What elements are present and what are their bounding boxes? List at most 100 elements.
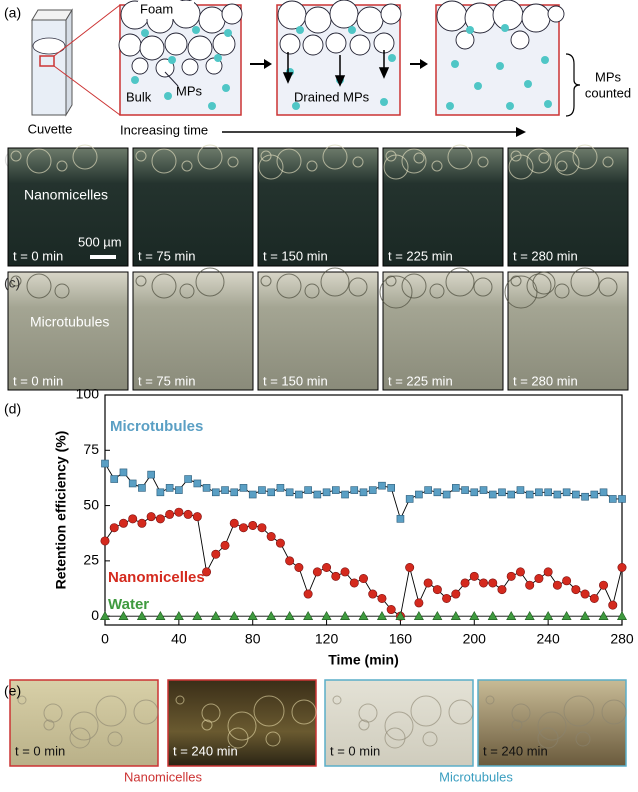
data-point bbox=[581, 492, 589, 501]
data-point bbox=[616, 611, 628, 620]
data-point bbox=[618, 495, 626, 503]
bubble bbox=[304, 283, 320, 299]
data-point bbox=[432, 585, 442, 595]
data-point bbox=[322, 488, 331, 497]
data-point bbox=[543, 567, 553, 577]
photo: t = 280 min bbox=[507, 144, 629, 267]
bubble bbox=[291, 699, 317, 725]
data-point bbox=[128, 479, 137, 488]
data-point bbox=[202, 484, 211, 492]
data-point bbox=[155, 514, 165, 524]
data-point bbox=[359, 488, 368, 497]
bubble bbox=[401, 273, 427, 299]
photo-image bbox=[7, 271, 129, 391]
data-point bbox=[350, 486, 359, 494]
data-point bbox=[340, 567, 350, 577]
data-point bbox=[321, 611, 332, 620]
data-point bbox=[553, 490, 562, 499]
data-point bbox=[562, 488, 571, 497]
data-point bbox=[498, 488, 506, 497]
bubble bbox=[554, 283, 570, 299]
bubble bbox=[508, 154, 534, 180]
photo-image bbox=[7, 147, 129, 267]
data-point bbox=[174, 507, 184, 517]
time-label: t = 75 min bbox=[138, 373, 195, 388]
x-tick-label: 120 bbox=[315, 631, 339, 647]
bubble bbox=[385, 275, 397, 287]
data-point bbox=[442, 593, 452, 603]
time-label: t = 0 min bbox=[330, 743, 380, 758]
data-point bbox=[580, 611, 591, 620]
data-point bbox=[109, 523, 119, 533]
time-label: t = 240 min bbox=[173, 743, 238, 758]
bubble bbox=[276, 273, 302, 299]
y-tick-label: 75 bbox=[83, 441, 99, 457]
data-point bbox=[608, 495, 617, 503]
data-point bbox=[515, 567, 525, 577]
bubble bbox=[135, 150, 147, 162]
y-tick-label: 50 bbox=[83, 496, 99, 512]
data-point bbox=[266, 611, 277, 620]
time-arrow-label: Increasing time bbox=[120, 122, 208, 137]
data-point bbox=[552, 580, 562, 590]
bubble bbox=[447, 144, 473, 170]
data-point bbox=[285, 488, 294, 497]
data-point bbox=[192, 512, 202, 522]
foam-label: Foam bbox=[140, 1, 173, 16]
data-point bbox=[257, 523, 267, 533]
pointer bbox=[164, 71, 179, 87]
scale-bar bbox=[90, 255, 116, 259]
data-point bbox=[211, 488, 220, 497]
schematic-box: Foam Bulk MPs bbox=[118, 0, 243, 116]
data-point bbox=[155, 611, 166, 620]
photo: t = 150 min bbox=[257, 144, 379, 267]
x-tick-label: 200 bbox=[463, 631, 487, 647]
bubble bbox=[258, 154, 284, 180]
data-point bbox=[507, 490, 516, 499]
bubble bbox=[510, 275, 522, 287]
bubble bbox=[431, 160, 443, 172]
data-point bbox=[118, 518, 128, 528]
schematic: (a) Cuvette Foam Bulk MPs bbox=[4, 0, 631, 137]
data-point bbox=[571, 585, 581, 595]
data-point bbox=[138, 484, 146, 492]
data-point bbox=[184, 475, 192, 483]
bubble bbox=[556, 160, 568, 172]
bubble bbox=[332, 695, 342, 705]
time-label: t = 240 min bbox=[483, 743, 548, 758]
bubble bbox=[570, 267, 600, 297]
bubble bbox=[95, 695, 127, 727]
bubble bbox=[322, 144, 348, 170]
bubble bbox=[563, 695, 595, 727]
bubble bbox=[17, 695, 27, 705]
data-point bbox=[534, 574, 544, 584]
data-point bbox=[544, 488, 552, 497]
data-point bbox=[535, 488, 543, 497]
bubble bbox=[485, 695, 495, 705]
data-point bbox=[119, 468, 128, 477]
photo-image bbox=[477, 679, 627, 767]
bubble bbox=[477, 156, 489, 168]
photo: t = 225 min bbox=[382, 144, 504, 267]
bubble bbox=[181, 160, 193, 172]
photo-image bbox=[9, 679, 159, 767]
y-tick-label: 0 bbox=[91, 607, 99, 623]
bubble bbox=[260, 275, 272, 287]
x-tick-label: 0 bbox=[101, 631, 109, 647]
data-point bbox=[183, 509, 193, 519]
cuvette-top bbox=[31, 9, 73, 21]
drained-label: Drained MPs bbox=[294, 89, 370, 104]
bubble bbox=[69, 711, 99, 741]
bulk-label: Bulk bbox=[126, 89, 152, 104]
data-point bbox=[221, 486, 229, 494]
bubble bbox=[532, 271, 556, 295]
bubble bbox=[69, 727, 91, 749]
bubble bbox=[195, 267, 225, 297]
bubble bbox=[151, 273, 177, 299]
arrow bbox=[264, 59, 272, 69]
bubble bbox=[227, 727, 249, 749]
data-point bbox=[590, 490, 599, 499]
photo-image bbox=[257, 147, 379, 267]
series-label: Microtubules bbox=[110, 418, 203, 435]
